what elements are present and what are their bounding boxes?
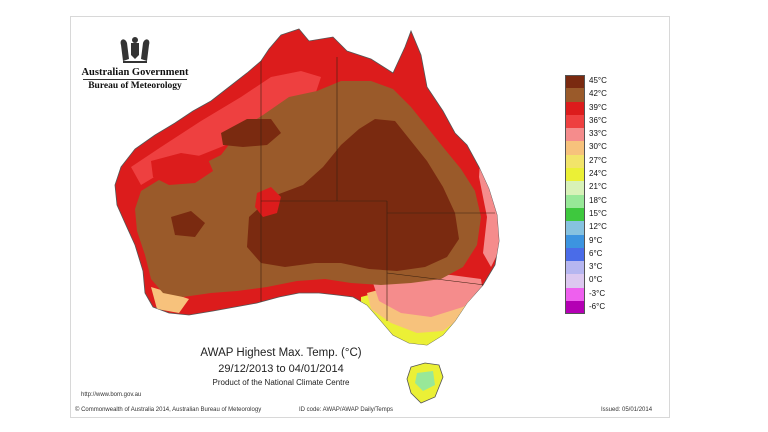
- legend-swatch: [565, 234, 585, 248]
- temperature-map: [114, 28, 500, 404]
- legend-label: 24°C: [589, 169, 607, 179]
- date-range: 29/12/2013 to 04/01/2014: [218, 363, 344, 375]
- legend-label: 9°C: [589, 235, 603, 245]
- legend-swatch: [565, 168, 585, 182]
- copyright-note: © Commonwealth of Australia 2014, Austra…: [75, 407, 262, 413]
- legend-label: 39°C: [589, 102, 607, 112]
- legend-label: 3°C: [589, 262, 603, 272]
- legend-label: -3°C: [589, 288, 606, 298]
- legend-item: 24°C: [565, 168, 625, 182]
- legend-item: 30°C: [565, 141, 625, 155]
- legend-swatch: [565, 261, 585, 275]
- legend-item: 39°C: [565, 101, 625, 115]
- product-note: Product of the National Climate Centre: [212, 378, 350, 387]
- legend-item: 9°C: [565, 234, 625, 248]
- legend-label: 15°C: [589, 208, 607, 218]
- legend-swatch: [565, 181, 585, 195]
- legend-item: 45°C: [565, 75, 625, 89]
- legend-label: 0°C: [589, 275, 603, 285]
- legend-label: 27°C: [589, 155, 607, 165]
- legend-item: 3°C: [565, 261, 625, 275]
- legend-swatch: [565, 141, 585, 155]
- coat-of-arms-icon: [120, 37, 150, 63]
- legend-swatch: [565, 247, 585, 262]
- legend-item: 12°C: [565, 221, 625, 235]
- legend-swatch: [565, 114, 585, 129]
- map-figure: Australian Government Bureau of Meteorol…: [70, 16, 670, 418]
- legend-item: -3°C: [565, 287, 625, 302]
- legend-item: 15°C: [565, 207, 625, 222]
- legend-item: -6°C: [565, 301, 625, 315]
- legend-label: 30°C: [589, 142, 607, 152]
- legend-swatch: [565, 101, 585, 115]
- issued-date: Issued: 05/01/2014: [601, 407, 653, 413]
- legend-swatch: [565, 207, 585, 222]
- legend-swatch: [565, 75, 585, 89]
- legend-swatch: [565, 221, 585, 235]
- legend-item: 6°C: [565, 247, 625, 262]
- legend-label: 45°C: [589, 76, 607, 85]
- source-url: http://www.bom.gov.au: [81, 392, 142, 398]
- legend-swatch: [565, 154, 585, 169]
- legend-swatch: [565, 194, 585, 208]
- legend-swatch: [565, 301, 585, 315]
- legend-swatch: [565, 274, 585, 288]
- legend-label: 42°C: [589, 89, 607, 99]
- legend-swatch: [565, 128, 585, 142]
- legend-item: 27°C: [565, 154, 625, 169]
- mainland: [114, 28, 500, 346]
- legend-label: 33°C: [589, 129, 607, 139]
- product-code: ID code: AWAP/AWAP Daily/Temps: [299, 407, 394, 413]
- legend-label: -6°C: [589, 302, 606, 312]
- legend-item: 0°C: [565, 274, 625, 288]
- bureau-label: Bureau of Meteorology: [88, 81, 182, 91]
- legend-item: 21°C: [565, 181, 625, 195]
- tasmania: [406, 362, 444, 404]
- legend-swatch: [565, 88, 585, 102]
- divider: [83, 79, 187, 80]
- legend: 45°C 42°C 39°C 36°C 33°C 30°C 27°C 24°C 21°C 18°C…: [565, 75, 625, 315]
- legend-label: 18°C: [589, 195, 607, 205]
- legend-item: 18°C: [565, 194, 625, 208]
- legend-label: 6°C: [589, 248, 603, 258]
- legend-swatch: [565, 287, 585, 302]
- legend-item: 42°C: [565, 88, 625, 102]
- legend-item: 33°C: [565, 128, 625, 142]
- legend-label: 36°C: [589, 115, 607, 125]
- government-label: Australian Government: [81, 67, 189, 78]
- legend-label: 12°C: [589, 222, 607, 232]
- map-title: AWAP Highest Max. Temp. (°C): [200, 347, 362, 359]
- legend-label: 21°C: [589, 182, 607, 192]
- legend-item: 36°C: [565, 114, 625, 129]
- branding: Australian Government Bureau of Meteorol…: [79, 35, 191, 91]
